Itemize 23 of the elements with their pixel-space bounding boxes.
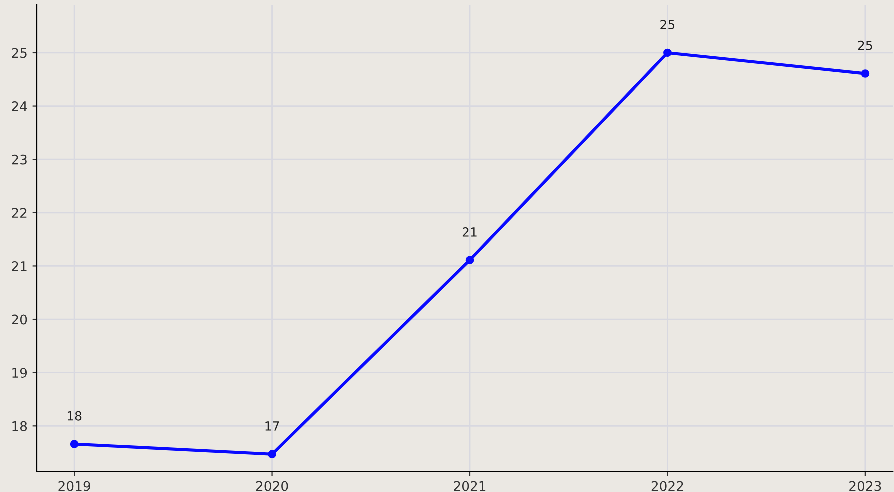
y-tick-label: 22 bbox=[12, 208, 27, 218]
data-label: 25 bbox=[858, 40, 872, 50]
y-tick-label: 21 bbox=[12, 261, 27, 272]
y-tick-label: 20 bbox=[12, 314, 28, 325]
x-tick-label: 2023 bbox=[850, 481, 882, 492]
data-label: 21 bbox=[462, 227, 477, 237]
x-tick-label: 2022 bbox=[652, 481, 684, 492]
y-tick-label: 18 bbox=[12, 421, 28, 432]
y-tick-label: 24 bbox=[12, 102, 28, 112]
point bbox=[861, 70, 870, 78]
data-label: 18 bbox=[68, 411, 82, 421]
point bbox=[466, 256, 474, 265]
y-tick-label: 23 bbox=[12, 154, 27, 165]
data-label: 25 bbox=[660, 20, 675, 30]
x-tick-label: 2019 bbox=[58, 481, 90, 492]
data-label: 17 bbox=[266, 422, 280, 431]
point bbox=[664, 48, 672, 58]
y-tick-label: 19 bbox=[12, 368, 28, 378]
point bbox=[70, 440, 79, 448]
x-tick-label: 2020 bbox=[256, 481, 288, 492]
point bbox=[268, 450, 276, 459]
y-tick-label: 25 bbox=[12, 48, 27, 58]
x-tick-label: 2021 bbox=[454, 481, 486, 492]
